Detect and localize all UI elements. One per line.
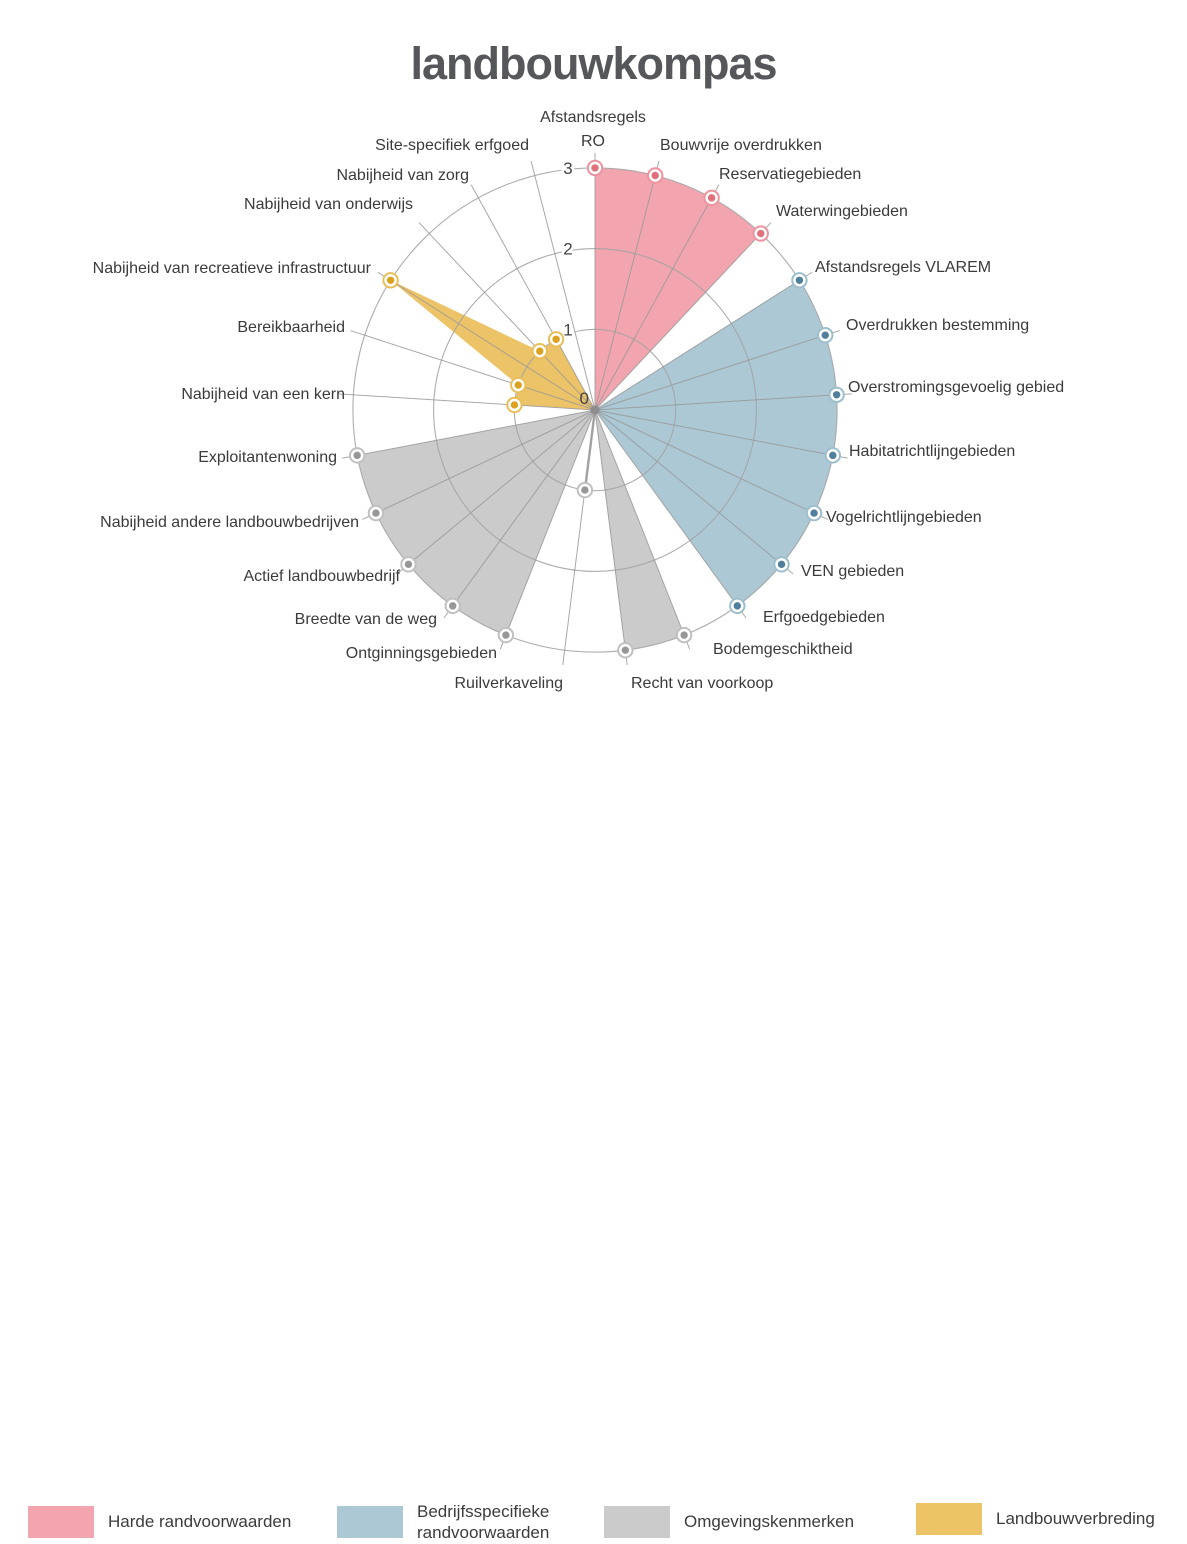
grid-spoke bbox=[594, 271, 813, 411]
category-label: Ruilverkaveling bbox=[455, 675, 564, 692]
marker-dot-bedrijf bbox=[829, 451, 837, 460]
category-label: Afstandsregels RO bbox=[540, 109, 646, 150]
grid-spoke bbox=[342, 409, 596, 459]
marker-dot-bedrijf bbox=[777, 560, 786, 569]
marker-dot-omgeving bbox=[404, 560, 413, 569]
category-label: Vogelrichtlijngebieden bbox=[826, 509, 982, 526]
marker-dot-verbreding bbox=[510, 401, 519, 409]
category-label: Afstandsregels VLAREM bbox=[815, 259, 991, 276]
marker-dot-omgeving bbox=[502, 631, 510, 639]
grid-spoke bbox=[470, 184, 596, 411]
grid-spoke bbox=[443, 409, 596, 619]
legend-item-harde-randvoorwaarden: Harde randvoorwaarden bbox=[28, 1506, 291, 1538]
grid-spoke bbox=[594, 222, 772, 411]
category-label: Site-specifiek erfgoed bbox=[375, 137, 529, 154]
category-label: Breedte van de weg bbox=[295, 611, 437, 628]
category-label: Nabijheid van een kern bbox=[181, 386, 345, 403]
legend-label: Omgevingskenmerken bbox=[684, 1512, 855, 1532]
marker-dot-omgeving bbox=[448, 602, 457, 610]
marker-dot-omgeving bbox=[621, 646, 630, 654]
legend-label: Harde randvoorwaarden bbox=[108, 1512, 292, 1532]
legend-swatch-gray bbox=[604, 1506, 670, 1538]
category-label: Reservatiegebieden bbox=[719, 166, 861, 183]
radar-chart: 0 1 2 3 Afstandsregels RO Bouwvrije overdrukke… bbox=[93, 109, 1064, 692]
marker-dot-hard bbox=[757, 229, 765, 238]
chart-center-dot bbox=[590, 405, 600, 415]
legend: Harde randvoorwaarden Bedrijfsspecifieke… bbox=[0, 750, 1187, 1542]
grid-spoke bbox=[396, 409, 596, 575]
radar-sector-bedrijf bbox=[595, 280, 838, 606]
category-label: Overdrukken bestemming bbox=[846, 317, 1029, 334]
category-label: Waterwingebieden bbox=[776, 203, 908, 220]
marker-dot-bedrijf bbox=[795, 276, 804, 284]
category-label: Actief landbouwbedrijf bbox=[243, 568, 400, 585]
marker-dot-omgeving bbox=[353, 451, 361, 460]
marker-dot-hard bbox=[591, 164, 599, 172]
legend-swatch-blue bbox=[337, 1506, 403, 1538]
category-label: Nabijheid van recreatieve infrastructuur bbox=[93, 260, 372, 277]
grid-spoke bbox=[594, 409, 747, 619]
category-label: Exploitantenwoning bbox=[198, 449, 337, 466]
grid-spoke bbox=[377, 271, 596, 411]
marker-dot-omgeving bbox=[680, 631, 688, 639]
category-label: Recht van voorkoop bbox=[631, 675, 773, 692]
grid-spoke bbox=[362, 409, 596, 520]
category-label: Ontginningsgebieden bbox=[346, 645, 497, 662]
category-label: Nabijheid andere landbouwbedrijven bbox=[100, 514, 359, 531]
grid-spoke bbox=[594, 409, 628, 666]
grid-spoke bbox=[594, 409, 828, 520]
category-label: Bodemgeschiktheid bbox=[713, 641, 853, 658]
tick-label-2: 2 bbox=[563, 240, 572, 259]
grid-spoke bbox=[594, 409, 794, 575]
grid-spoke bbox=[594, 330, 840, 411]
category-label: Nabijheid van onderwijs bbox=[244, 196, 413, 213]
category-label: Erfgoedgebieden bbox=[763, 609, 885, 626]
legend-swatch-pink bbox=[28, 1506, 94, 1538]
marker-dot-bedrijf bbox=[733, 602, 742, 610]
radar-sector-omgeving bbox=[595, 410, 685, 651]
marker-dot-omgeving bbox=[581, 486, 589, 494]
marker-dot-verbreding bbox=[552, 335, 560, 343]
grid-spoke bbox=[594, 409, 848, 459]
legend-item-bedrijfsspecifieke-randvoorwaarden: Bedrijfsspecifieke randvoorwaarden bbox=[337, 1500, 582, 1544]
marker-dot-verbreding bbox=[386, 276, 395, 284]
page-title: landbouwkompas bbox=[410, 38, 777, 90]
grid-spoke bbox=[350, 330, 596, 411]
marker-dot-bedrijf bbox=[810, 509, 818, 517]
grid-spoke bbox=[594, 184, 720, 411]
tick-label-3: 3 bbox=[563, 159, 572, 178]
marker-dot-bedrijf bbox=[832, 391, 841, 399]
grid-spoke bbox=[499, 409, 596, 650]
category-label: Habitatrichtlijngebieden bbox=[849, 443, 1015, 460]
grid-spoke bbox=[418, 222, 596, 411]
grid-spoke bbox=[562, 409, 596, 666]
grid-spoke bbox=[594, 160, 660, 411]
legend-label: Bedrijfsspecifieke randvoorwaarden bbox=[417, 1501, 550, 1542]
tick-label-0: 0 bbox=[580, 389, 589, 408]
legend-item-omgevingskenmerken: Omgevingskenmerken bbox=[604, 1506, 854, 1538]
category-label: VEN gebieden bbox=[801, 563, 904, 580]
marker-dot-verbreding bbox=[514, 381, 522, 389]
category-label: Bereikbaarheid bbox=[237, 319, 345, 336]
category-label: Nabijheid van zorg bbox=[336, 167, 469, 184]
radar-sector-hard bbox=[595, 167, 761, 410]
legend-label: Landbouwverbreding bbox=[996, 1509, 1155, 1529]
grid-spoke bbox=[338, 393, 596, 411]
marker-dot-verbreding bbox=[536, 347, 544, 355]
marker-dot-bedrijf bbox=[821, 331, 829, 339]
grid-spoke bbox=[530, 160, 596, 411]
marker-dot-hard bbox=[651, 171, 659, 180]
radar-sector-omgeving bbox=[357, 410, 595, 636]
legend-swatch-yellow bbox=[916, 1503, 982, 1535]
grid-spoke bbox=[594, 409, 691, 650]
legend-item-landbouwverbreding: Landbouwverbreding bbox=[916, 1503, 1155, 1535]
grid-spoke bbox=[594, 393, 852, 411]
tick-label-1: 1 bbox=[563, 320, 572, 339]
category-label: Overstromingsgevoelig gebied bbox=[848, 379, 1064, 396]
category-label: Bouwvrije overdrukken bbox=[660, 137, 822, 154]
marker-dot-omgeving bbox=[372, 509, 380, 517]
marker-dot-hard bbox=[707, 194, 716, 202]
